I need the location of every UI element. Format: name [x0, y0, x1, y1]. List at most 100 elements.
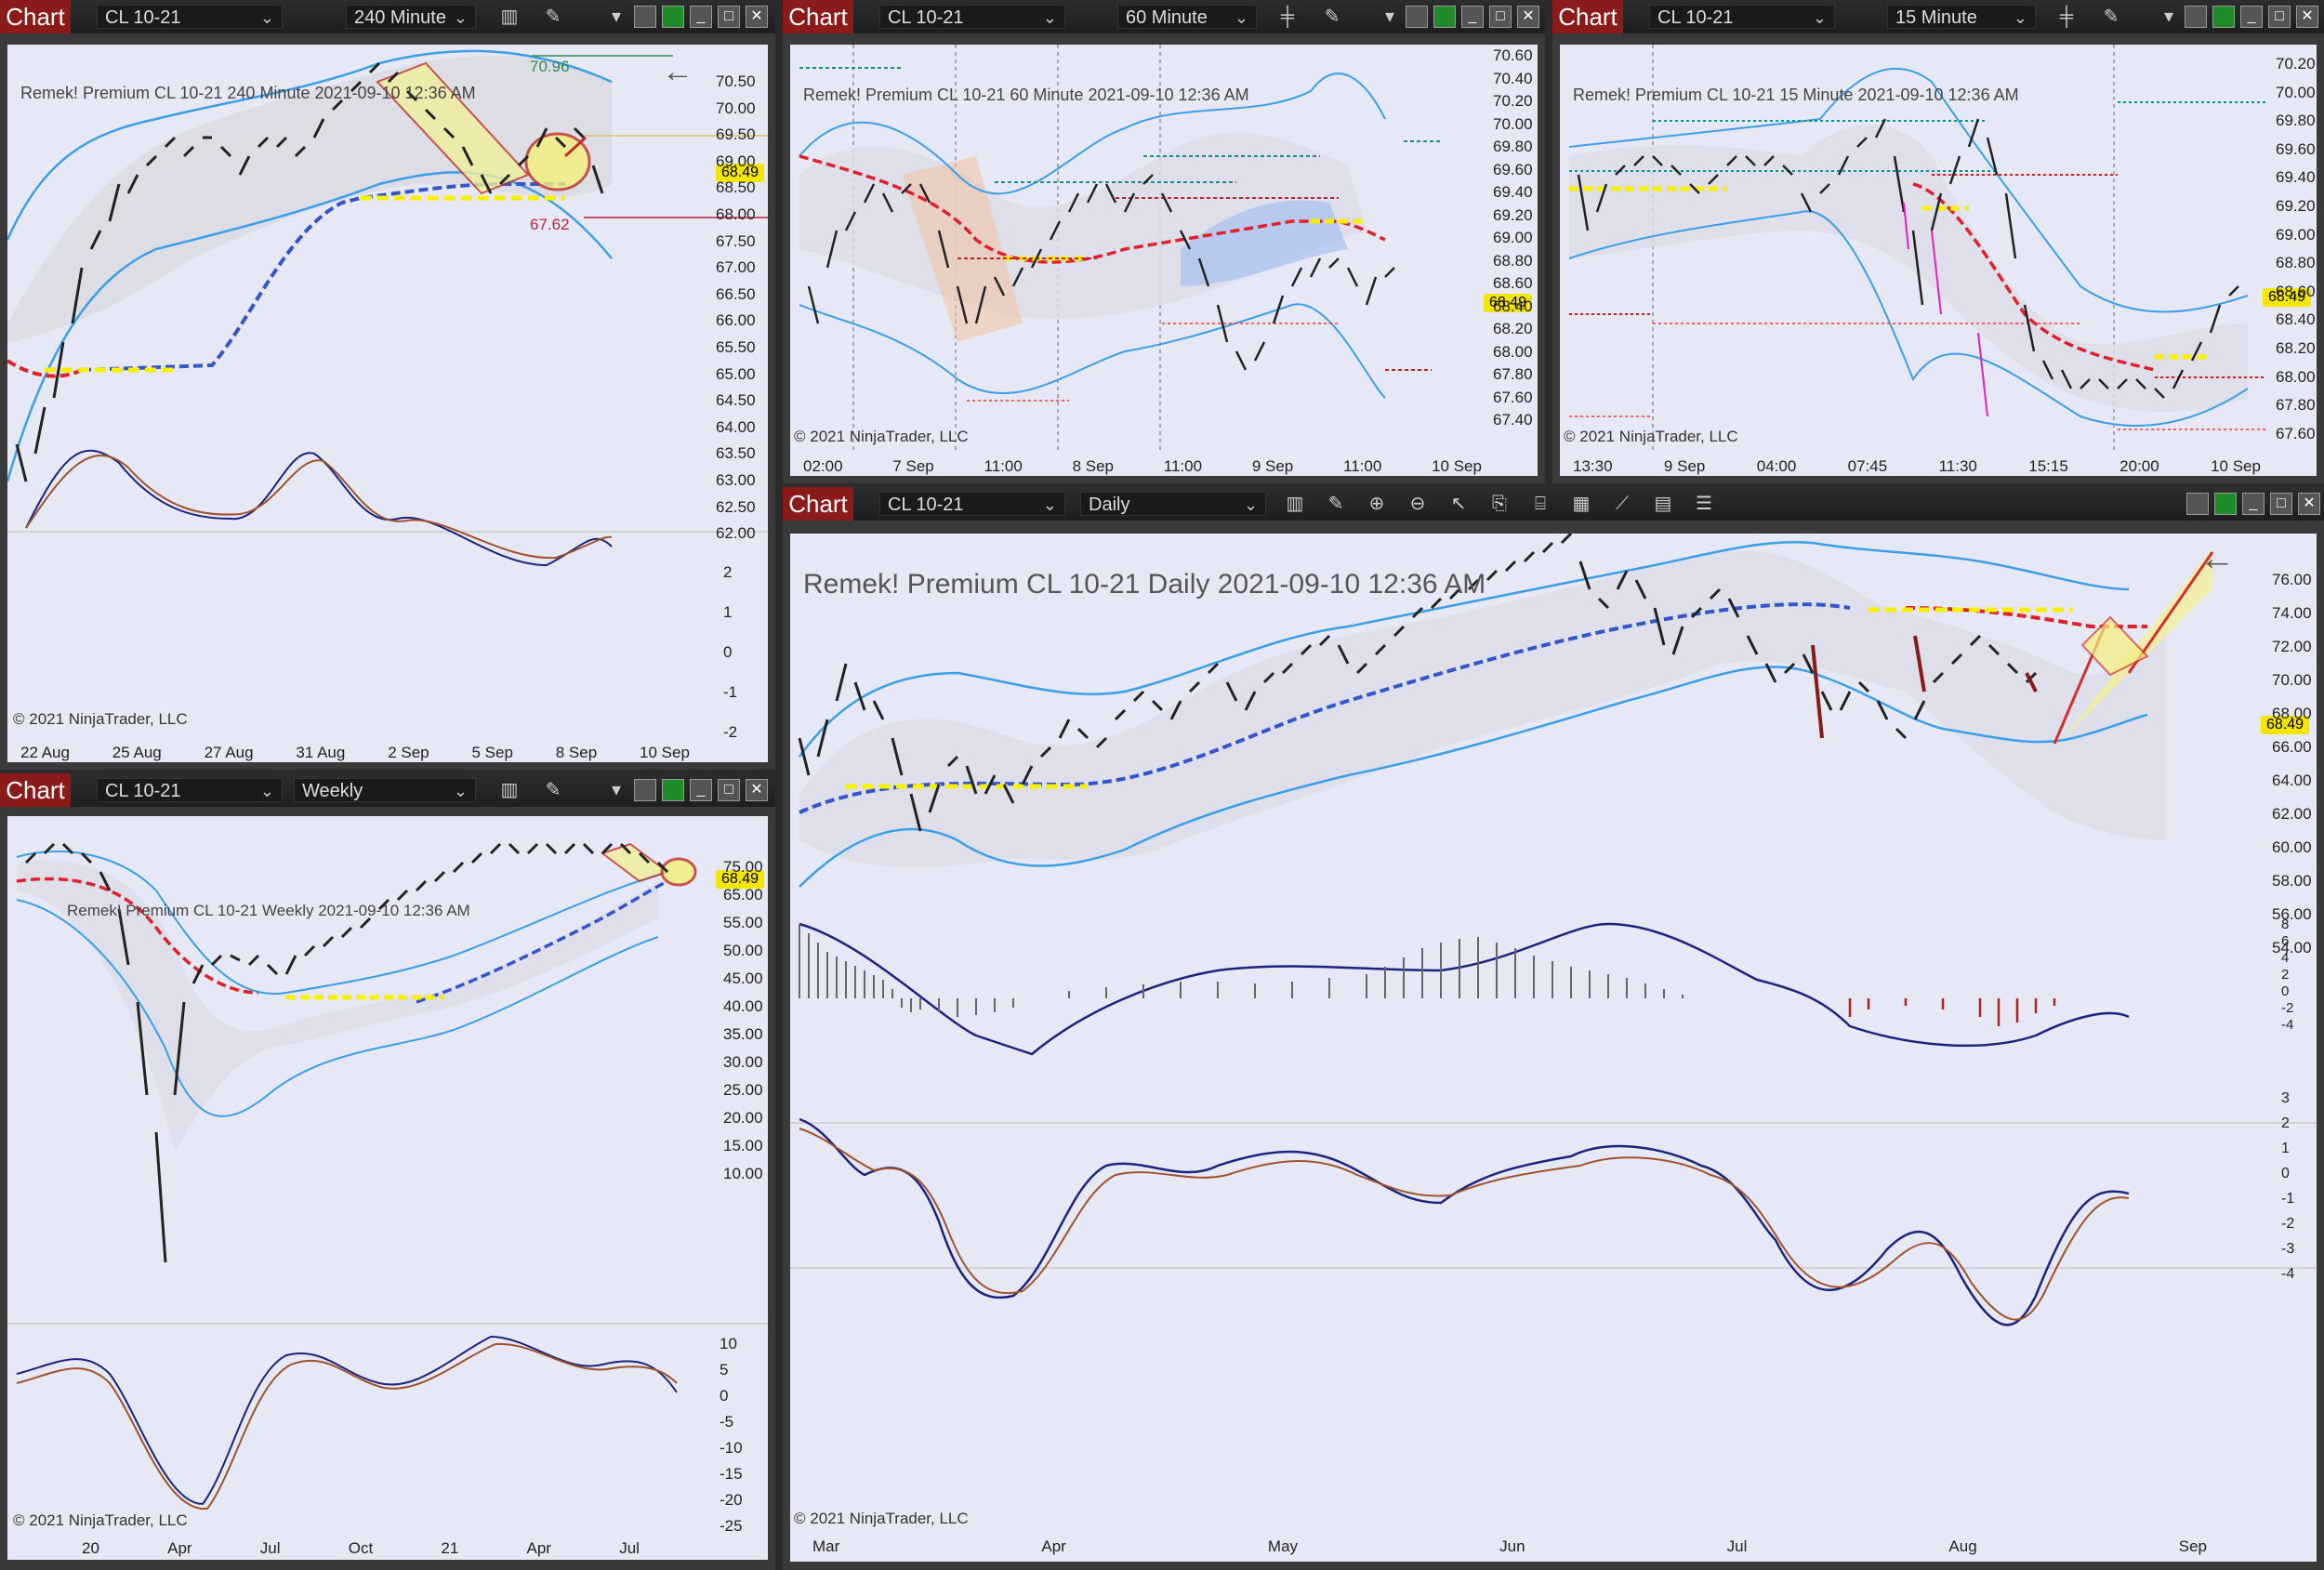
chart-tab[interactable]: Chart — [0, 0, 71, 33]
drawing-tool-icon[interactable]: ✎ — [545, 7, 561, 27]
drawing-tool-icon[interactable]: ✎ — [2103, 7, 2119, 27]
maximize-icon[interactable]: □ — [2268, 6, 2291, 28]
window-green-icon[interactable] — [2212, 6, 2235, 28]
chevron-down-icon[interactable]: ▾ — [1384, 7, 1395, 27]
price-tick: 67.80 — [1493, 365, 1533, 383]
toolbar: Chart CL 10-21 ⌄ 240 Minute ⌄ ▥ ✎ ▾ _ □ ✕ — [0, 0, 775, 33]
bar-type-icon[interactable]: ╪ — [2059, 7, 2074, 27]
pointer-icon[interactable]: ↖ — [1450, 494, 1467, 514]
maximize-icon[interactable]: □ — [1489, 6, 1512, 28]
window-green-icon[interactable] — [2214, 493, 2237, 515]
chevron-down-icon[interactable]: ▾ — [611, 7, 622, 27]
level-low-label: 67.62 — [530, 216, 570, 233]
instrument-select[interactable]: CL 10-21 ⌄ — [97, 5, 283, 29]
osc-tick: 2 — [723, 563, 733, 581]
price-tick: 68.60 — [1493, 274, 1533, 292]
price-tick: 70.60 — [1493, 46, 1533, 64]
minimize-icon[interactable]: _ — [690, 6, 712, 28]
instrument-value: CL 10-21 — [888, 7, 964, 28]
maximize-icon[interactable]: □ — [718, 779, 740, 801]
drawing-tool-icon[interactable]: ✎ — [545, 780, 561, 800]
date-axis: 13:30 9 Sep 04:00 07:45 11:30 15:15 20:00 10 Se… — [1573, 457, 2261, 476]
close-icon[interactable]: ✕ — [1517, 6, 1539, 28]
price-tick: 65.50 — [716, 337, 756, 356]
interval-select[interactable]: 60 Minute ⌄ — [1117, 5, 1257, 29]
window-grey-icon[interactable] — [1406, 6, 1428, 28]
instrument-select[interactable]: CL 10-21 ⌄ — [879, 5, 1065, 29]
zoom-in-icon[interactable]: ⊕ — [1368, 494, 1385, 514]
chart-panel[interactable]: Remek! Premium CL 10-21 Weekly 2021-09-1… — [7, 816, 768, 1560]
price-tick: 68.80 — [1493, 251, 1533, 270]
bar-type-icon[interactable]: ▥ — [500, 7, 519, 27]
price-tick: 64.50 — [716, 391, 756, 410]
back-arrow-icon[interactable]: ← — [662, 54, 693, 89]
minimize-icon[interactable]: _ — [2242, 493, 2265, 515]
close-icon[interactable]: ✕ — [746, 6, 768, 28]
instrument-select[interactable]: CL 10-21 ⌄ — [879, 492, 1065, 516]
chart-tab[interactable]: Chart — [0, 773, 71, 807]
list-icon[interactable]: ☰ — [1696, 494, 1712, 514]
instrument-select[interactable]: CL 10-21 ⌄ — [1649, 5, 1835, 29]
data-box-icon[interactable]: ⎘ — [1492, 494, 1507, 514]
bar-type-icon[interactable]: ▥ — [500, 780, 519, 800]
osc-tick: 1 — [2281, 1141, 2290, 1156]
chart-tab[interactable]: Chart — [1552, 0, 1623, 33]
window-grey-icon[interactable] — [2185, 6, 2207, 28]
interval-select[interactable]: Daily ⌄ — [1080, 492, 1266, 516]
price-tick: 50.00 — [723, 942, 763, 959]
minimize-icon[interactable]: _ — [1461, 6, 1484, 28]
date-tick: Jun — [1499, 1537, 1525, 1555]
chart-tab[interactable]: Chart — [783, 0, 853, 33]
window-green-icon[interactable] — [662, 779, 684, 801]
price-tick: 76.00 — [2272, 571, 2312, 588]
date-tick: 10 Sep — [640, 744, 690, 761]
chart-panel[interactable]: Remek! Premium CL 10-21 Daily 2021-09-10… — [790, 534, 2317, 1562]
templates-icon[interactable]: ▤ — [1654, 494, 1672, 514]
bar-type-icon[interactable]: ▥ — [1286, 494, 1304, 514]
strategies-icon[interactable]: ▦ — [1572, 494, 1591, 514]
price-tick: 68.00 — [2276, 367, 2316, 386]
date-tick: 11:00 — [1163, 457, 1203, 475]
price-chart-svg — [790, 534, 2317, 1326]
maximize-icon[interactable]: □ — [2270, 493, 2292, 515]
interval-select[interactable]: Weekly ⌄ — [294, 778, 476, 802]
date-tick: 20 — [82, 1539, 99, 1557]
price-tick: 68.80 — [2276, 254, 2316, 272]
interval-value: 60 Minute — [1126, 7, 1208, 28]
date-axis: 02:00 7 Sep 11:00 8 Sep 11:00 9 Sep 11:00 10 Se… — [803, 457, 1482, 476]
chart-tab[interactable]: Chart — [783, 487, 853, 521]
price-tick: 60.00 — [2272, 838, 2312, 856]
drawing-tool-icon[interactable]: ✎ — [1324, 7, 1340, 27]
window-grey-icon[interactable] — [2186, 493, 2209, 515]
price-tick: 70.50 — [716, 73, 756, 90]
level-high-label: 70.96 — [530, 58, 570, 75]
minimize-icon[interactable]: _ — [2240, 6, 2263, 28]
chart-panel[interactable]: Remek! Premium CL 10-21 15 Minute 2021-0… — [1560, 45, 2317, 476]
chevron-down-icon[interactable]: ▾ — [611, 780, 622, 800]
window-grey-icon[interactable] — [634, 779, 656, 801]
price-tick: 68.40 — [1493, 297, 1533, 315]
price-tick: 68.00 — [1493, 342, 1533, 361]
zoom-out-icon[interactable]: ⊖ — [1409, 494, 1426, 514]
price-tick: 67.40 — [1493, 411, 1533, 429]
close-icon[interactable]: ✕ — [746, 779, 768, 801]
bar-type-icon[interactable]: ╪ — [1280, 7, 1295, 27]
interval-select[interactable]: 240 Minute ⌄ — [346, 5, 476, 29]
indicators-icon[interactable]: ⟋ — [1616, 494, 1629, 514]
close-icon[interactable]: ✕ — [2298, 493, 2320, 515]
maximize-icon[interactable]: □ — [718, 6, 740, 28]
interval-select[interactable]: 15 Minute ⌄ — [1887, 5, 2036, 29]
back-arrow-icon[interactable]: ← — [2199, 539, 2235, 578]
window-green-icon[interactable] — [662, 6, 684, 28]
chevron-down-icon[interactable]: ▾ — [2163, 7, 2174, 27]
drawing-tool-icon[interactable]: ✎ — [1327, 494, 1344, 514]
properties-icon[interactable]: ⌸ — [1535, 494, 1546, 514]
window-green-icon[interactable] — [1433, 6, 1456, 28]
window-grey-icon[interactable] — [634, 6, 656, 28]
chevron-down-icon: ⌄ — [2013, 8, 2027, 27]
chart-panel[interactable]: Remek! Premium CL 10-21 240 Minute 2021-… — [7, 45, 768, 762]
close-icon[interactable]: ✕ — [2296, 6, 2318, 28]
minimize-icon[interactable]: _ — [690, 779, 712, 801]
chart-panel[interactable]: Remek! Premium CL 10-21 60 Minute 2021-0… — [790, 45, 1538, 476]
instrument-select[interactable]: CL 10-21 ⌄ — [97, 778, 283, 802]
